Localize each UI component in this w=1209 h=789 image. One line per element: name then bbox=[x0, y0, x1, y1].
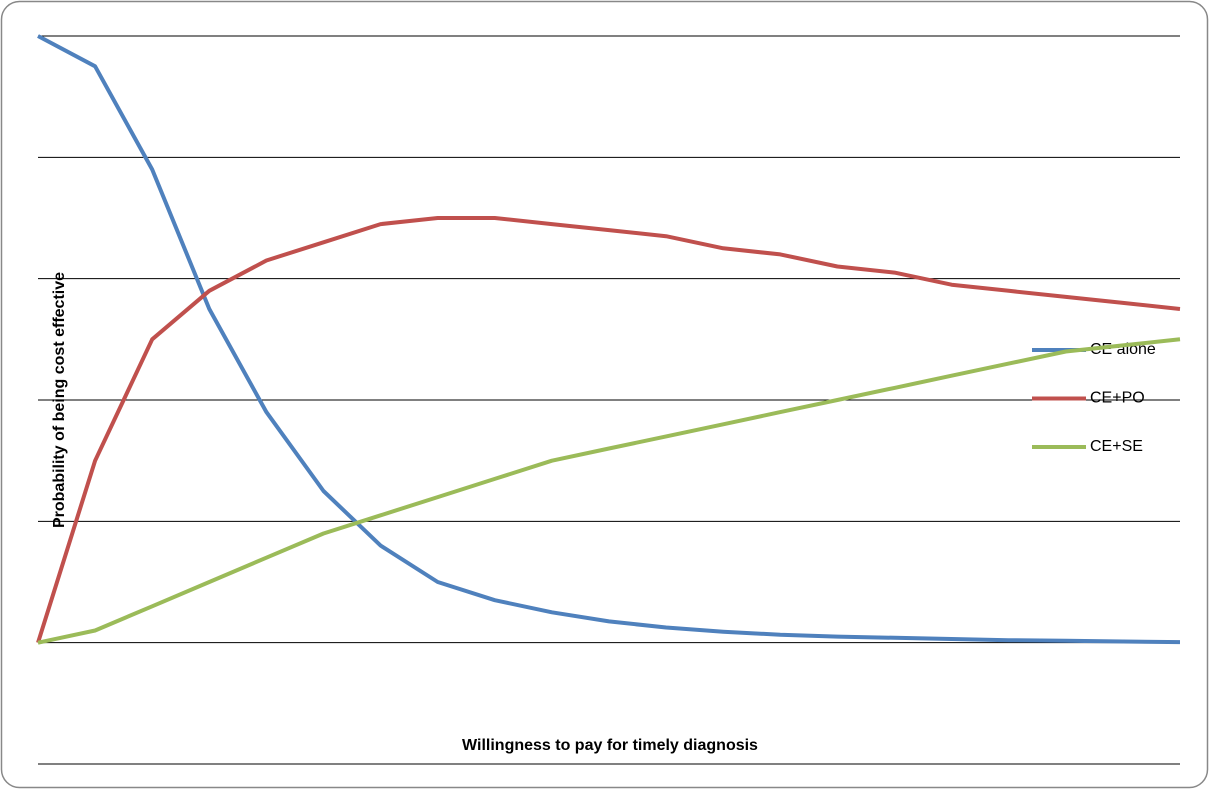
series-line bbox=[36, 216, 1181, 644]
series-line bbox=[37, 34, 1181, 645]
series-line bbox=[37, 337, 1181, 645]
x-axis-title: Willingness to pay for timely diagnosis bbox=[462, 737, 758, 754]
legend-label: CE+PO bbox=[1090, 390, 1145, 407]
legend-label: CE+SE bbox=[1090, 438, 1143, 455]
